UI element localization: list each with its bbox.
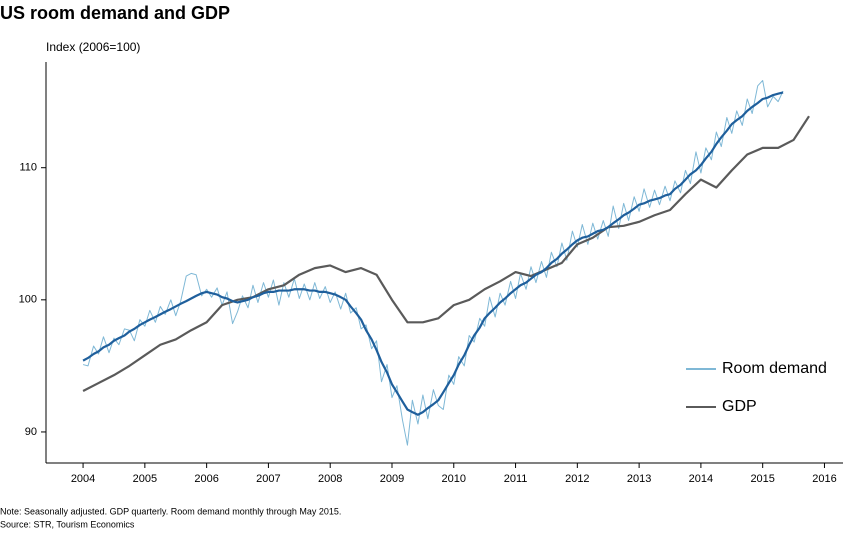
series-line bbox=[82, 91, 784, 416]
x-tick-label: 2011 bbox=[504, 473, 528, 485]
x-tick-label: 2014 bbox=[689, 473, 713, 485]
x-tick-label: 2012 bbox=[565, 473, 589, 485]
y-tick-label: 90 bbox=[25, 426, 37, 438]
note: Note: Seasonally adjusted. GDP quarterly… bbox=[0, 506, 341, 516]
x-tick-label: 2005 bbox=[133, 473, 157, 485]
x-tick-label: 2010 bbox=[442, 473, 466, 485]
legend-label: GDP bbox=[722, 398, 757, 415]
y-tick-label: 100 bbox=[19, 294, 37, 306]
legend-label: Room demand bbox=[722, 360, 827, 377]
y-axis-label: Index (2006=100) bbox=[46, 40, 140, 54]
series-line bbox=[82, 115, 810, 392]
y-tick-label: 110 bbox=[19, 162, 37, 174]
x-tick-label: 2013 bbox=[627, 473, 651, 485]
chart-title: US room demand and GDP bbox=[0, 3, 230, 23]
x-tick-label: 2016 bbox=[812, 473, 836, 485]
series-line bbox=[82, 80, 784, 446]
x-tick-label: 2006 bbox=[194, 473, 218, 485]
source: Source: STR, Tourism Economics bbox=[0, 519, 135, 529]
x-tick-label: 2009 bbox=[380, 473, 404, 485]
x-tick-label: 2015 bbox=[750, 473, 774, 485]
x-tick-label: 2007 bbox=[256, 473, 280, 485]
x-tick-label: 2004 bbox=[71, 473, 95, 485]
x-tick-label: 2008 bbox=[318, 473, 342, 485]
